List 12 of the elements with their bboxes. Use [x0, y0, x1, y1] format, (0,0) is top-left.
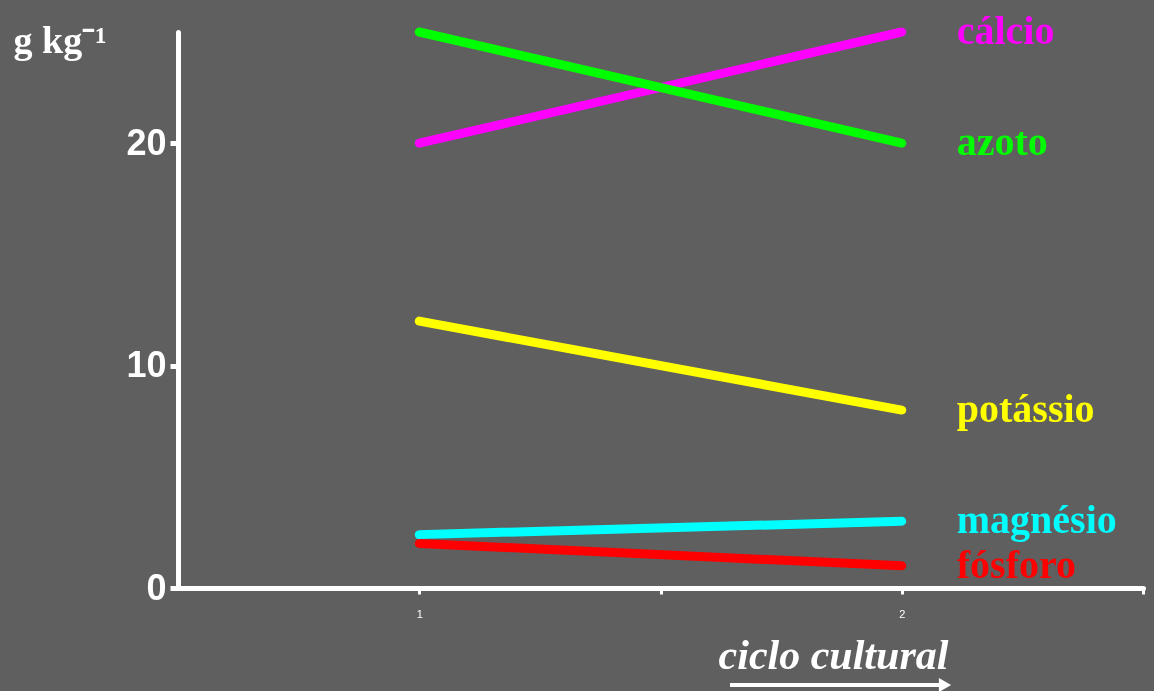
series-label: magnésio: [956, 497, 1117, 543]
series-label: cálcio: [956, 8, 1055, 53]
y-axis-title: g kg⁻¹: [13, 18, 107, 61]
y-tick-label: 20: [126, 121, 167, 163]
series-label: fósforo: [956, 541, 1076, 587]
series-label: azoto: [956, 119, 1048, 165]
y-tick-label: 10: [126, 344, 167, 386]
x-axis-title: ciclo cultural: [718, 631, 949, 678]
x-tick-label: 2: [899, 607, 906, 620]
y-tick-label: 0: [146, 566, 167, 608]
x-tick-label: 1: [416, 607, 423, 620]
series-label: potássio: [956, 386, 1095, 432]
